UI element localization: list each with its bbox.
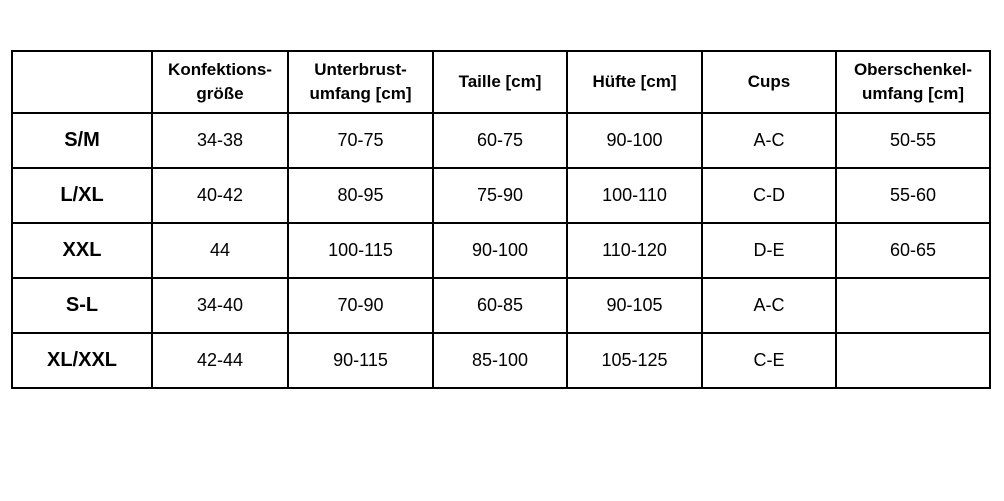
table-cell: 34-40: [151, 277, 289, 334]
column-header: [11, 50, 153, 114]
table-row: S/M 34-38 70-75 60-75 90-100 A-C 50-55: [11, 112, 991, 169]
table-cell: 70-90: [287, 277, 434, 334]
table-cell: 40-42: [151, 167, 289, 224]
table-cell: 55-60: [835, 167, 991, 224]
column-header: Cups: [701, 50, 837, 114]
size-label: S/M: [11, 112, 153, 169]
table-cell: 85-100: [432, 332, 568, 389]
table-cell: A-C: [701, 112, 837, 169]
size-chart-table: Konfektions-größe Unterbrust-umfang [cm] T…: [11, 50, 991, 389]
table-cell: 90-115: [287, 332, 434, 389]
table-cell: 90-100: [566, 112, 703, 169]
table-cell: 100-110: [566, 167, 703, 224]
table-row: L/XL 40-42 80-95 75-90 100-110 C-D 55-60: [11, 167, 991, 224]
table-cell: 60-75: [432, 112, 568, 169]
table-cell: 70-75: [287, 112, 434, 169]
table-cell: D-E: [701, 222, 837, 279]
table-cell: [835, 332, 991, 389]
table-cell: [835, 277, 991, 334]
table-cell: 100-115: [287, 222, 434, 279]
table-cell: 60-65: [835, 222, 991, 279]
header-row: Konfektions-größe Unterbrust-umfang [cm] T…: [11, 50, 991, 114]
table-cell: 50-55: [835, 112, 991, 169]
table-cell: 80-95: [287, 167, 434, 224]
size-label: XL/XXL: [11, 332, 153, 389]
column-header: Oberschenkel-umfang [cm]: [835, 50, 991, 114]
size-label: XXL: [11, 222, 153, 279]
table-cell: C-D: [701, 167, 837, 224]
column-header: Taille [cm]: [432, 50, 568, 114]
table-cell: 90-105: [566, 277, 703, 334]
table-row: XL/XXL 42-44 90-115 85-100 105-125 C-E: [11, 332, 991, 389]
table-cell: 110-120: [566, 222, 703, 279]
table-cell: 42-44: [151, 332, 289, 389]
table-row: XXL 44 100-115 90-100 110-120 D-E 60-65: [11, 222, 991, 279]
table-cell: 60-85: [432, 277, 568, 334]
table-cell: 44: [151, 222, 289, 279]
column-header: Unterbrust-umfang [cm]: [287, 50, 434, 114]
column-header: Konfektions-größe: [151, 50, 289, 114]
column-header: Hüfte [cm]: [566, 50, 703, 114]
table-cell: 34-38: [151, 112, 289, 169]
table-cell: 90-100: [432, 222, 568, 279]
size-label: L/XL: [11, 167, 153, 224]
table-row: S-L 34-40 70-90 60-85 90-105 A-C: [11, 277, 991, 334]
table-cell: 105-125: [566, 332, 703, 389]
table-cell: A-C: [701, 277, 837, 334]
table-cell: 75-90: [432, 167, 568, 224]
size-label: S-L: [11, 277, 153, 334]
table-cell: C-E: [701, 332, 837, 389]
